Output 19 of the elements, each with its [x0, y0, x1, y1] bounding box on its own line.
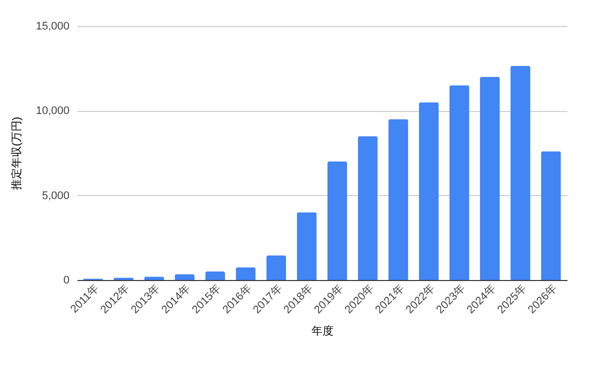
bar: [418, 102, 439, 280]
y-tick-label: 15,000: [36, 20, 70, 32]
y-tick-label: 5,000: [42, 190, 70, 202]
y-tick-label: 10,000: [36, 105, 70, 118]
bar: [296, 212, 317, 280]
bar: [236, 267, 256, 280]
bar: [205, 272, 226, 280]
bar: [449, 85, 470, 280]
bar: [388, 119, 408, 280]
y-tick-label: 0: [63, 274, 70, 286]
bar: [174, 274, 195, 280]
bar: [266, 255, 286, 280]
bar: [358, 136, 378, 280]
bar: [327, 161, 348, 280]
y-axis-title: 推定年収(万円): [10, 116, 23, 190]
bar: [510, 66, 530, 280]
bar: [480, 76, 500, 280]
bar: [541, 151, 561, 280]
x-axis-title: 年度: [312, 324, 334, 338]
